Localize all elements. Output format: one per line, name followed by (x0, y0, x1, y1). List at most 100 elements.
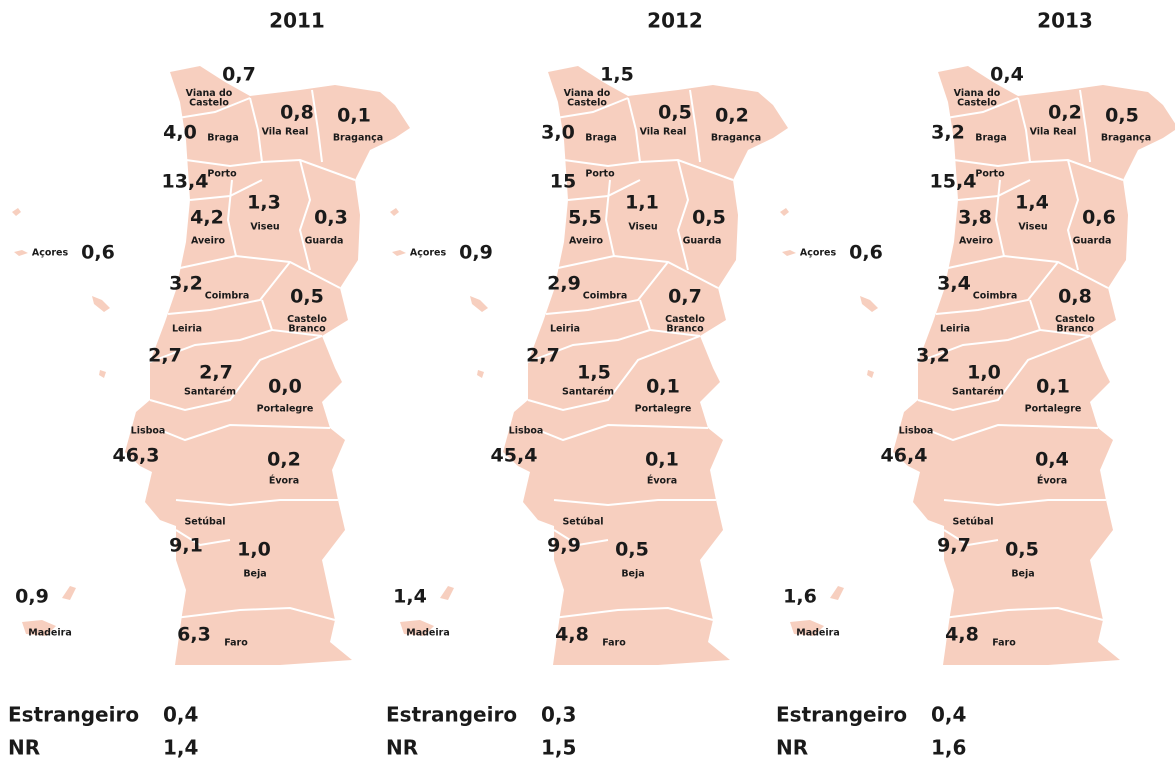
region-value: 0,0 (268, 376, 302, 398)
region-value: 0,4 (990, 64, 1024, 86)
region-name: Aveiro (959, 236, 994, 247)
region-value: 9,7 (937, 535, 971, 557)
region-name: Castelo Branco (287, 314, 327, 335)
region-name: Castelo Branco (1055, 314, 1095, 335)
foreign-label: Estrangeiro (776, 703, 907, 727)
region-name: Faro (602, 638, 626, 649)
region-value: 0,2 (715, 105, 749, 127)
foreign-value: 0,4 (931, 703, 966, 727)
region-value: 46,3 (113, 445, 160, 467)
region-value: 9,1 (169, 535, 203, 557)
region-value: 15 (550, 171, 576, 193)
region-value: 1,3 (247, 192, 281, 214)
region-value: 1,4 (393, 586, 427, 608)
region-value: 0,1 (646, 376, 680, 398)
region-name: Santarém (562, 387, 614, 398)
region-name: Guarda (683, 236, 722, 247)
region-name: Portalegre (635, 404, 692, 415)
region-name: Porto (585, 169, 615, 180)
region-value: 46,4 (881, 445, 928, 467)
region-value: 0,4 (1035, 449, 1069, 471)
region-name: Viseu (250, 222, 279, 233)
region-value: 0,7 (668, 286, 702, 308)
region-name: Beja (243, 569, 266, 580)
year-title: 2012 (647, 9, 703, 33)
region-value: 0,5 (1105, 105, 1139, 127)
nr-label: NR (386, 736, 418, 760)
region-name: Setúbal (184, 517, 225, 528)
region-name: Coimbra (583, 291, 628, 302)
region-name-line: Viana do (186, 88, 233, 99)
region-value: 0,1 (1036, 376, 1070, 398)
region-value: 0,7 (222, 64, 256, 86)
region-name: Évora (269, 475, 299, 487)
foreign-value: 0,4 (163, 703, 198, 727)
region-value: 1,4 (1015, 192, 1049, 214)
region-name: Leiria (172, 324, 202, 335)
region-name: Bragança (711, 133, 761, 144)
region-name: Braga (975, 133, 1007, 144)
region-name: Beja (1011, 569, 1034, 580)
region-name: Guarda (305, 236, 344, 247)
year-title: 2011 (269, 9, 325, 33)
region-value: 0,2 (1048, 102, 1082, 124)
region-name: Vila Real (1030, 127, 1077, 138)
region-name: Açores (410, 248, 447, 259)
region-value: 0,3 (314, 207, 348, 229)
region-value: 1,6 (783, 586, 817, 608)
region-name: Faro (992, 638, 1016, 649)
region-value: 3,2 (169, 273, 203, 295)
region-value: 0,5 (615, 539, 649, 561)
region-name: Madeira (28, 628, 71, 639)
region-name: Madeira (406, 628, 449, 639)
region-value: 3,0 (541, 122, 575, 144)
region-name: Coimbra (205, 291, 250, 302)
region-name: Leiria (940, 324, 970, 335)
region-value: 1,1 (625, 192, 659, 214)
nr-value: 1,5 (541, 736, 576, 760)
region-value: 0,8 (280, 102, 314, 124)
region-value: 4,2 (190, 207, 224, 229)
region-value: 0,5 (692, 207, 726, 229)
region-name: Aveiro (569, 236, 604, 247)
region-value: 4,8 (945, 624, 979, 646)
region-value: 1,5 (577, 362, 611, 384)
region-name-line: Viana do (954, 88, 1001, 99)
region-name: Évora (1037, 475, 1067, 487)
region-value: 0,9 (459, 242, 493, 264)
region-name-line: Viana do (564, 88, 611, 99)
region-name: Castelo Branco (665, 314, 705, 335)
nr-value: 1,4 (163, 736, 198, 760)
region-name-line: Castelo (189, 97, 229, 108)
region-name: Lisboa (509, 426, 544, 437)
region-name: Bragança (1101, 133, 1151, 144)
region-name: Beja (621, 569, 644, 580)
nr-label: NR (8, 736, 40, 760)
region-name: Viana do Castelo (564, 88, 611, 109)
region-value: 3,2 (916, 345, 950, 367)
region-name-line: Castelo (1055, 314, 1095, 325)
region-name: Vila Real (640, 127, 687, 138)
region-value: 0,5 (658, 102, 692, 124)
region-value: 0,9 (15, 586, 49, 608)
region-value: 2,7 (526, 345, 560, 367)
region-value: 0,8 (1058, 286, 1092, 308)
region-name: Santarém (184, 387, 236, 398)
region-name-line: Castelo (567, 97, 607, 108)
region-value: 45,4 (491, 445, 538, 467)
region-name: Faro (224, 638, 248, 649)
region-name: Coimbra (973, 291, 1018, 302)
region-name-line: Castelo (665, 314, 705, 325)
region-name: Açores (32, 248, 69, 259)
region-value: 0,5 (1005, 539, 1039, 561)
region-value: 4,0 (163, 122, 197, 144)
region-value: 4,8 (555, 624, 589, 646)
foreign-label: Estrangeiro (386, 703, 517, 727)
region-name-line: Branco (288, 323, 326, 334)
region-value: 2,9 (547, 273, 581, 295)
region-name: Évora (647, 475, 677, 487)
region-name: Vila Real (262, 127, 309, 138)
